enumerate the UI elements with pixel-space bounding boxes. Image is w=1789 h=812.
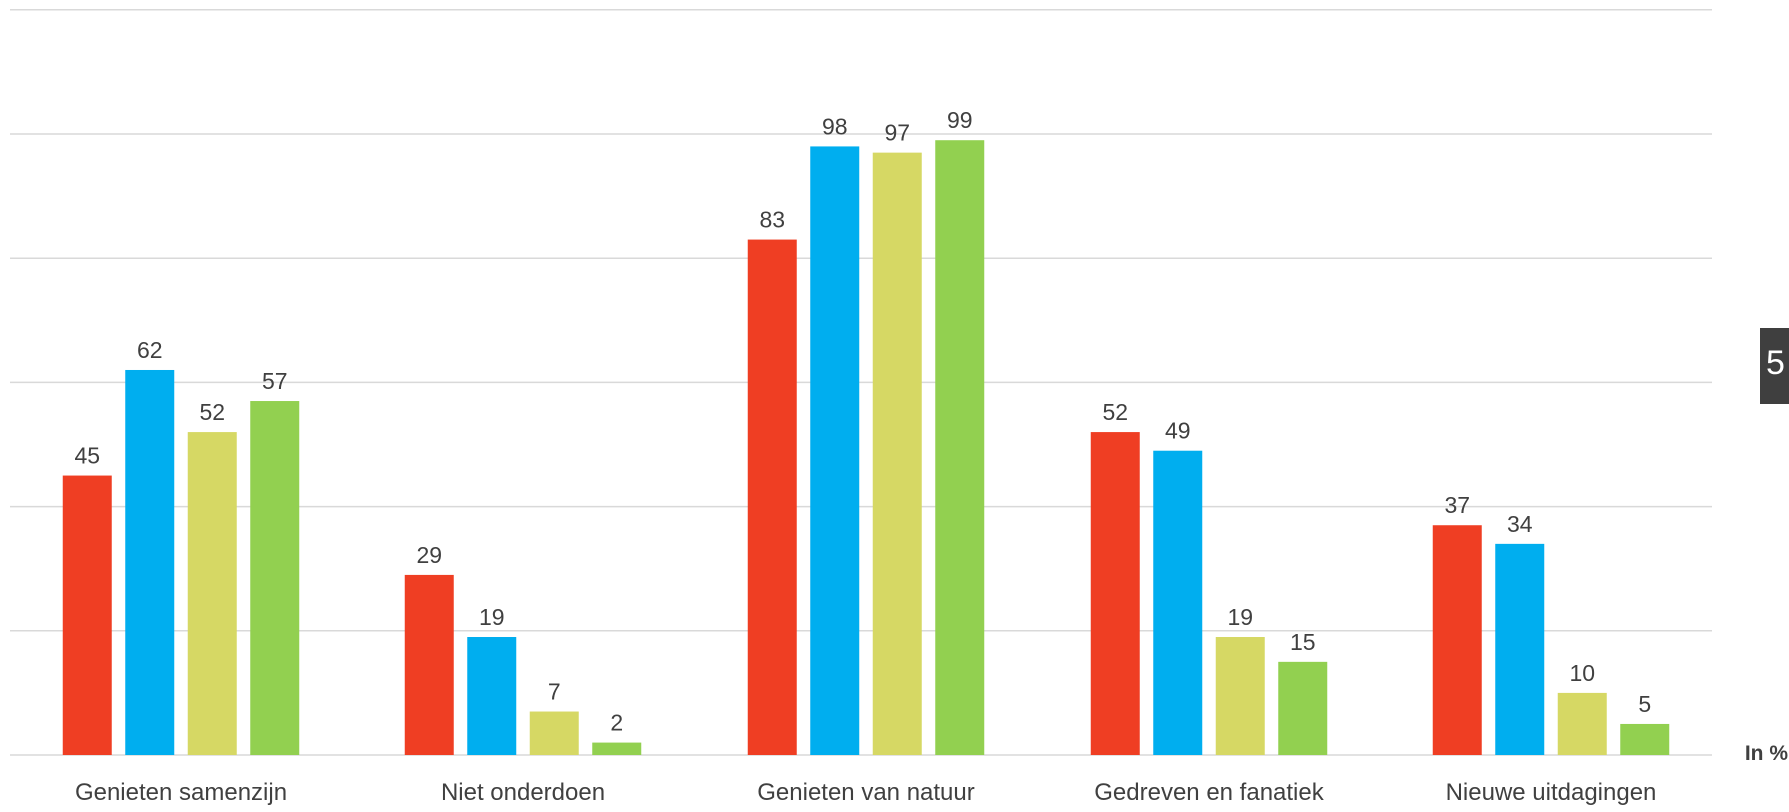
bar (1620, 723, 1670, 755)
data-label: 19 (479, 604, 505, 630)
data-label: 15 (1290, 629, 1316, 655)
data-label: 62 (137, 337, 163, 363)
bar (1090, 432, 1140, 755)
data-label: 97 (884, 120, 910, 146)
bar (125, 369, 175, 755)
bar (1278, 661, 1328, 755)
data-label: 34 (1507, 511, 1533, 537)
data-label: 99 (947, 107, 973, 133)
bar (872, 152, 922, 755)
bar (1432, 525, 1482, 755)
data-label: 52 (199, 399, 225, 425)
data-label: 83 (759, 207, 785, 233)
bar (935, 140, 985, 755)
data-label: 2 (610, 710, 623, 736)
category-label: Genieten samenzijn (75, 779, 287, 806)
bar (62, 475, 112, 755)
bar (250, 401, 300, 755)
bars (62, 140, 1670, 756)
category-labels: Genieten samenzijn Niet onderdoen Genieten… (75, 779, 1656, 806)
bar (467, 637, 517, 755)
category-label: Niet onderdoen (441, 779, 605, 806)
bar (810, 146, 860, 756)
category-label: Nieuwe uitdagingen (1446, 779, 1657, 806)
data-label: 7 (548, 679, 561, 705)
data-label: 49 (1165, 418, 1191, 444)
data-label: 57 (262, 368, 288, 394)
data-label: 37 (1444, 492, 1470, 518)
bar (747, 239, 797, 755)
bar (404, 574, 454, 755)
data-label: 5 (1638, 691, 1651, 717)
value-labels: 45 62 52 57 29 19 7 2 83 98 97 99 52 49 19 15 37 34 10 5 (74, 107, 1651, 735)
page-number-tab: 5 (1760, 328, 1789, 404)
unit-label: In % (1745, 742, 1788, 765)
bar (529, 711, 579, 755)
data-label: 52 (1102, 399, 1128, 425)
data-label: 98 (822, 113, 848, 139)
bar (1215, 637, 1265, 755)
data-label: 10 (1569, 660, 1595, 686)
page-number: 5 (1766, 344, 1785, 382)
category-label: Gedreven en fanatiek (1094, 779, 1324, 806)
bar (187, 432, 237, 755)
bar (1557, 692, 1607, 755)
bar (1153, 450, 1203, 755)
category-label: Genieten van natuur (757, 779, 975, 806)
bar (1495, 543, 1545, 755)
data-label: 19 (1227, 604, 1253, 630)
data-label: 29 (416, 542, 442, 568)
data-label: 45 (74, 443, 100, 469)
bar (592, 742, 642, 755)
